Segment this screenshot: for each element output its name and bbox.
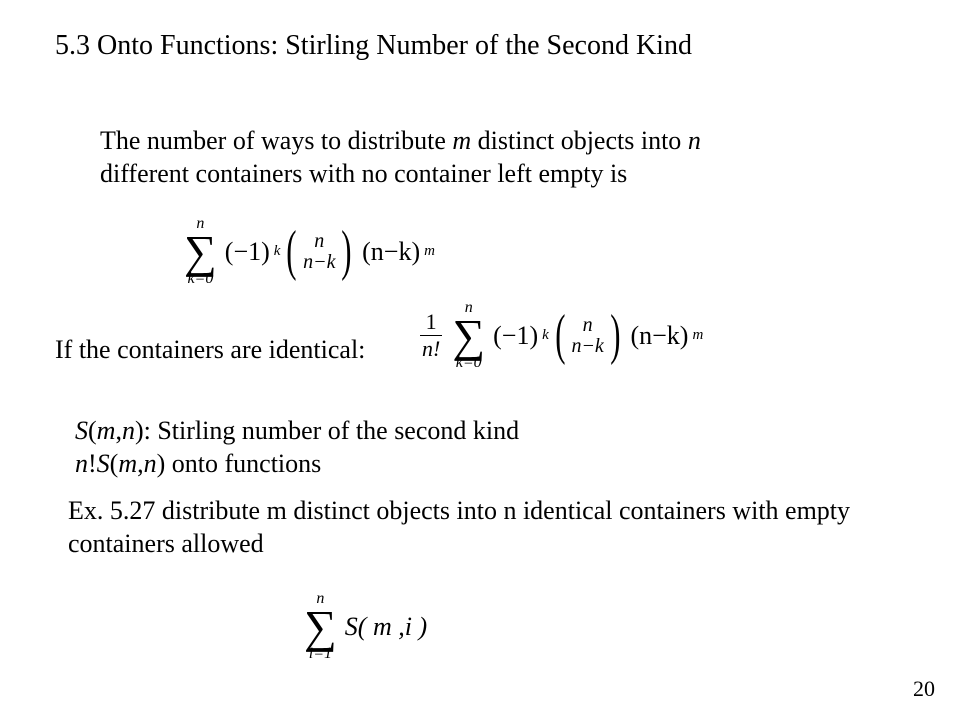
variable-m: m — [118, 449, 137, 478]
variable-m: m — [97, 416, 116, 445]
binomial-block: ( n n−k ) — [282, 229, 356, 274]
variable-s: S — [75, 416, 88, 445]
binom-bottom: n−k — [303, 252, 335, 273]
intro-paragraph: The number of ways to distribute m disti… — [100, 125, 860, 190]
binom-bottom: n−k — [571, 336, 603, 357]
sigma-lower: k=0 — [456, 355, 482, 371]
sigma-icon: ∑ — [452, 316, 485, 355]
fraction-numerator: 1 — [424, 311, 439, 335]
variable-n: n — [122, 416, 135, 445]
example-527: Ex. 5.27 distribute m distinct objects i… — [68, 495, 898, 560]
sigma-block: n ∑ k=0 — [452, 300, 485, 371]
paren-left-icon: ( — [555, 313, 565, 358]
tail-base: (n−k) — [362, 237, 420, 267]
onto-count-formula: n ∑ k=0 (−1)k ( n n−k ) (n−k)m — [180, 205, 435, 287]
slide-page: 5.3 Onto Functions: Stirling Number of t… — [0, 0, 960, 720]
variable-n: n — [688, 126, 701, 155]
fraction-block: 1 n! — [420, 311, 442, 360]
exponent-m: m — [424, 243, 435, 260]
text-fragment: different containers with no container l… — [100, 159, 627, 188]
fraction-denominator: n! — [420, 336, 442, 360]
exponent-m: m — [692, 327, 703, 344]
text-fragment: ) onto functions — [157, 449, 322, 478]
binom-top: n — [314, 231, 324, 252]
exponent-k: k — [274, 243, 281, 260]
sigma-lower: k=0 — [187, 271, 213, 287]
variable-m: m — [452, 126, 471, 155]
text-fragment: The number of ways to distribute — [100, 126, 452, 155]
stirling-formula: 1 n! n ∑ k=0 (−1)k ( n n−k ) (n−k)m — [420, 300, 703, 371]
paren-right-icon: ) — [342, 229, 352, 274]
variable-n: n — [144, 449, 157, 478]
sigma-icon: ∑ — [304, 607, 337, 646]
sum-stirling-formula: n ∑ i=1 S( m ,i ) — [300, 580, 431, 662]
neg-one-base: (−1) — [493, 321, 538, 351]
page-number: 20 — [913, 676, 935, 702]
section-heading: 5.3 Onto Functions: Stirling Number of t… — [55, 30, 692, 62]
paren-left-icon: ( — [287, 229, 297, 274]
neg-one-base: (−1) — [225, 237, 270, 267]
text-fragment: ( — [88, 416, 97, 445]
variable-n: n — [75, 449, 88, 478]
text-fragment: distinct objects into — [471, 126, 688, 155]
text-fragment: ! — [88, 449, 97, 478]
sigma-block: n ∑ k=0 — [184, 216, 217, 287]
sigma-block: n ∑ i=1 — [304, 591, 337, 662]
sum-body: S( m ,i ) — [345, 612, 427, 642]
variable-s: S — [97, 449, 110, 478]
sigma-icon: ∑ — [184, 232, 217, 271]
stirling-definition: S(m,n): Stirling number of the second ki… — [75, 415, 519, 480]
binom-top: n — [583, 315, 593, 336]
text-fragment: ): Stirling number of the second kind — [135, 416, 519, 445]
tail-base: (n−k) — [630, 321, 688, 351]
paren-right-icon: ) — [610, 313, 620, 358]
binomial-block: ( n n−k ) — [551, 313, 625, 358]
exponent-k: k — [542, 327, 549, 344]
sigma-lower: i=1 — [309, 646, 332, 662]
identical-containers-label: If the containers are identical: — [55, 335, 365, 365]
